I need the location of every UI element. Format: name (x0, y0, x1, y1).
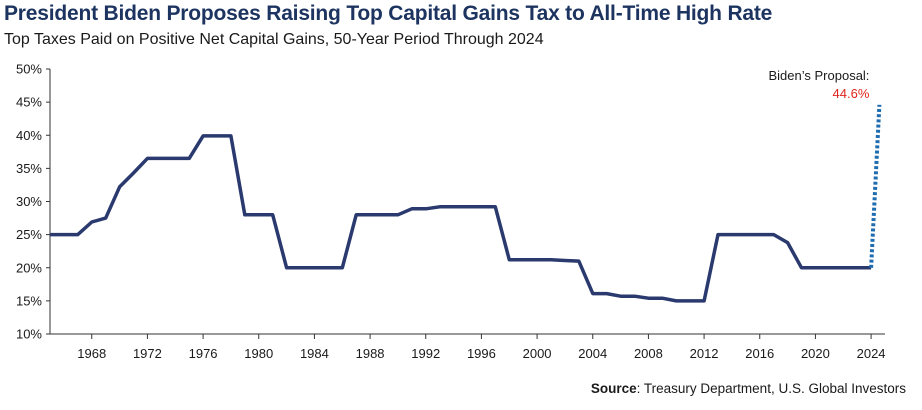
x-tick-label: 1984 (300, 346, 329, 361)
x-tick-label: 1980 (244, 346, 273, 361)
x-tick-label: 1988 (356, 346, 385, 361)
chart-subtitle: Top Taxes Paid on Positive Net Capital G… (4, 31, 544, 48)
chart-title: President Biden Proposes Raising Top Cap… (4, 2, 773, 25)
annotation-label: Biden’s Proposal: (768, 68, 869, 83)
y-tick-label: 10% (16, 327, 42, 342)
series-layer (50, 104, 882, 303)
x-tick-label: 2024 (857, 346, 886, 361)
y-tick-label: 45% (16, 95, 42, 110)
x-tick-label: 2008 (634, 346, 663, 361)
x-tick-label: 2020 (801, 346, 830, 361)
x-tick-label: 1992 (411, 346, 440, 361)
x-tick-label: 1972 (133, 346, 162, 361)
y-axis: 10% 15% 20% 25% 30% 35% 40% 45% 50% (16, 62, 50, 342)
x-tick-label: 2000 (523, 346, 552, 361)
proposal-series-line (869, 104, 882, 268)
x-tick-label: 2004 (578, 346, 607, 361)
y-tick-label: 15% (16, 293, 42, 308)
x-tick-label: 1996 (467, 346, 496, 361)
x-tick-label: 2016 (745, 346, 774, 361)
x-axis: 1968 1972 1976 1980 1984 1988 1992 1996 2000 2004… (77, 334, 886, 361)
x-tick-label: 2012 (690, 346, 719, 361)
x-tick-label: 1976 (189, 346, 218, 361)
y-tick-label: 50% (16, 62, 42, 77)
y-tick-label: 40% (16, 128, 42, 143)
y-tick-label: 25% (16, 227, 42, 242)
y-tick-label: 35% (16, 161, 42, 176)
source-label: Source (590, 381, 637, 396)
y-tick-label: 20% (16, 260, 42, 275)
annotation-value: 44.6% (833, 86, 870, 101)
x-tick-label: 1968 (77, 346, 106, 361)
y-tick-label: 30% (16, 194, 42, 209)
source-text: : Treasury Department, U.S. Global Inves… (636, 381, 906, 396)
source-note: Source: Treasury Department, U.S. Global… (591, 381, 906, 396)
tax-rate-series-line (50, 134, 872, 303)
